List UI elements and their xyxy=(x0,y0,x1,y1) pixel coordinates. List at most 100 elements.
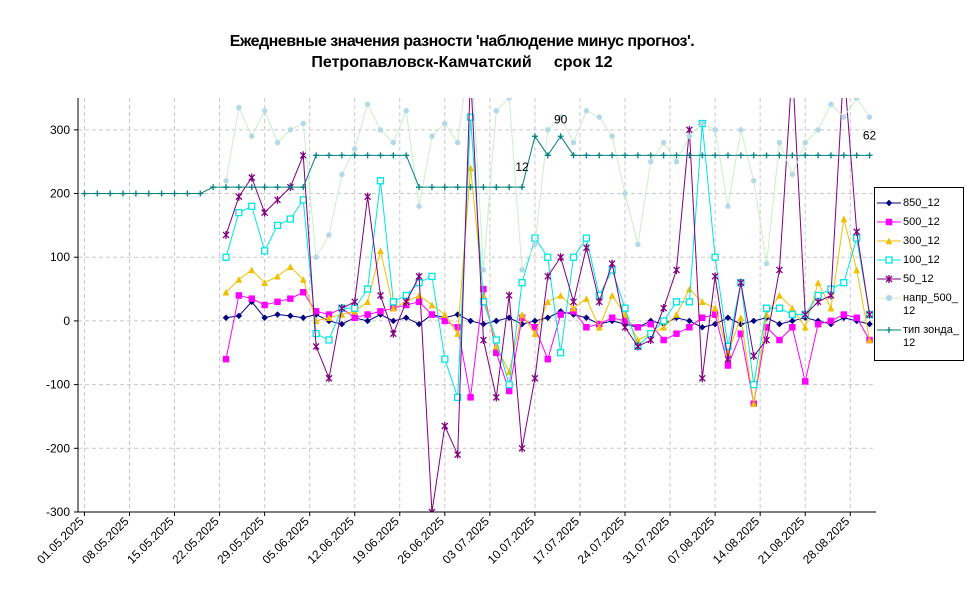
data-point xyxy=(506,184,513,191)
data-point xyxy=(570,304,577,312)
data-point xyxy=(866,152,873,159)
data-point xyxy=(222,355,230,363)
data-point xyxy=(840,215,848,223)
data-point xyxy=(467,184,474,191)
data-point xyxy=(699,120,705,127)
data-point xyxy=(583,152,590,159)
data-point xyxy=(531,374,539,383)
legend-marker xyxy=(885,199,893,207)
data-point xyxy=(312,330,320,338)
x-tick-label: 14.08.2025 xyxy=(710,514,763,567)
legend-marker xyxy=(885,294,893,302)
data-point xyxy=(776,152,783,159)
data-point xyxy=(274,195,281,204)
data-point xyxy=(595,323,603,331)
data-point xyxy=(660,139,667,146)
data-point xyxy=(518,279,526,287)
legend-entry: напр_500_12 xyxy=(875,292,963,318)
data-point xyxy=(570,297,577,306)
legend-label: напр_500_12 xyxy=(903,292,958,317)
data-point xyxy=(724,362,732,369)
data-point xyxy=(789,171,796,178)
legend-entry: тип зонда_12 xyxy=(875,324,963,350)
legend-label: тип зонда_12 xyxy=(903,324,959,349)
data-point xyxy=(107,190,114,197)
data-point xyxy=(557,311,564,318)
data-point xyxy=(840,152,847,159)
data-point xyxy=(467,317,474,325)
legend-icon xyxy=(877,275,901,283)
data-point xyxy=(724,314,732,322)
data-point xyxy=(673,310,680,318)
data-point xyxy=(750,351,758,360)
data-point xyxy=(416,203,422,210)
plot-area xyxy=(81,98,874,512)
data-point xyxy=(376,177,385,185)
legend-icon xyxy=(877,199,901,207)
data-point xyxy=(763,336,771,345)
data-point xyxy=(763,260,770,267)
legend-marker xyxy=(885,218,893,226)
x-tick-label: 07.08.2025 xyxy=(665,514,718,567)
data-point xyxy=(467,164,474,172)
data-point xyxy=(505,380,513,389)
data-point xyxy=(261,208,269,217)
data-point xyxy=(582,295,590,302)
data-point xyxy=(815,127,821,133)
data-point xyxy=(545,127,551,133)
x-tick-label: 15.05.2025 xyxy=(124,514,177,567)
data-point xyxy=(738,127,744,133)
data-point xyxy=(441,310,449,318)
data-point xyxy=(248,295,256,302)
data-point xyxy=(402,291,410,300)
data-point xyxy=(415,298,423,306)
legend-entry: 500_12 xyxy=(875,216,963,229)
data-point xyxy=(698,374,706,383)
data-point xyxy=(377,308,384,315)
data-point xyxy=(325,314,333,321)
data-point xyxy=(775,304,784,312)
data-point xyxy=(249,133,255,139)
data-point xyxy=(596,152,603,159)
x-tick-label: 17.07.2025 xyxy=(530,514,583,567)
data-point xyxy=(377,291,384,300)
data-point xyxy=(827,291,835,300)
data-point xyxy=(429,133,435,139)
data-point xyxy=(120,190,127,197)
data-point xyxy=(248,266,256,274)
data-point xyxy=(544,152,551,159)
y-tick-label: 100 xyxy=(50,250,70,264)
data-point xyxy=(711,253,719,261)
data-point xyxy=(557,133,564,140)
data-point xyxy=(673,265,680,274)
legend-entry: 100_12 xyxy=(875,254,963,267)
data-point xyxy=(853,234,861,242)
data-point xyxy=(583,107,590,114)
y-tick-label: 300 xyxy=(50,123,70,137)
data-point xyxy=(827,152,834,159)
data-point xyxy=(853,152,860,159)
data-point xyxy=(467,394,474,401)
data-point xyxy=(609,152,616,159)
data-point xyxy=(622,152,629,159)
data-point xyxy=(299,275,307,283)
legend-entry: 300_12 xyxy=(875,235,963,248)
legend-icon xyxy=(877,218,901,226)
data-point xyxy=(351,304,359,312)
data-point xyxy=(389,298,397,306)
data-point xyxy=(222,230,230,239)
data-point xyxy=(828,101,834,108)
data-point xyxy=(274,272,281,280)
data-point xyxy=(531,317,539,325)
data-point xyxy=(853,98,860,101)
data-point xyxy=(634,152,641,159)
legend: 850_12 500_12 300_12 100_12 50_12 напр_500_12… xyxy=(874,187,964,361)
data-point xyxy=(763,310,771,318)
data-point xyxy=(377,247,384,255)
data-point xyxy=(776,265,783,274)
data-point xyxy=(248,173,256,182)
data-point xyxy=(236,104,242,111)
data-point xyxy=(351,152,358,159)
data-point xyxy=(648,158,654,165)
data-point xyxy=(389,317,397,325)
